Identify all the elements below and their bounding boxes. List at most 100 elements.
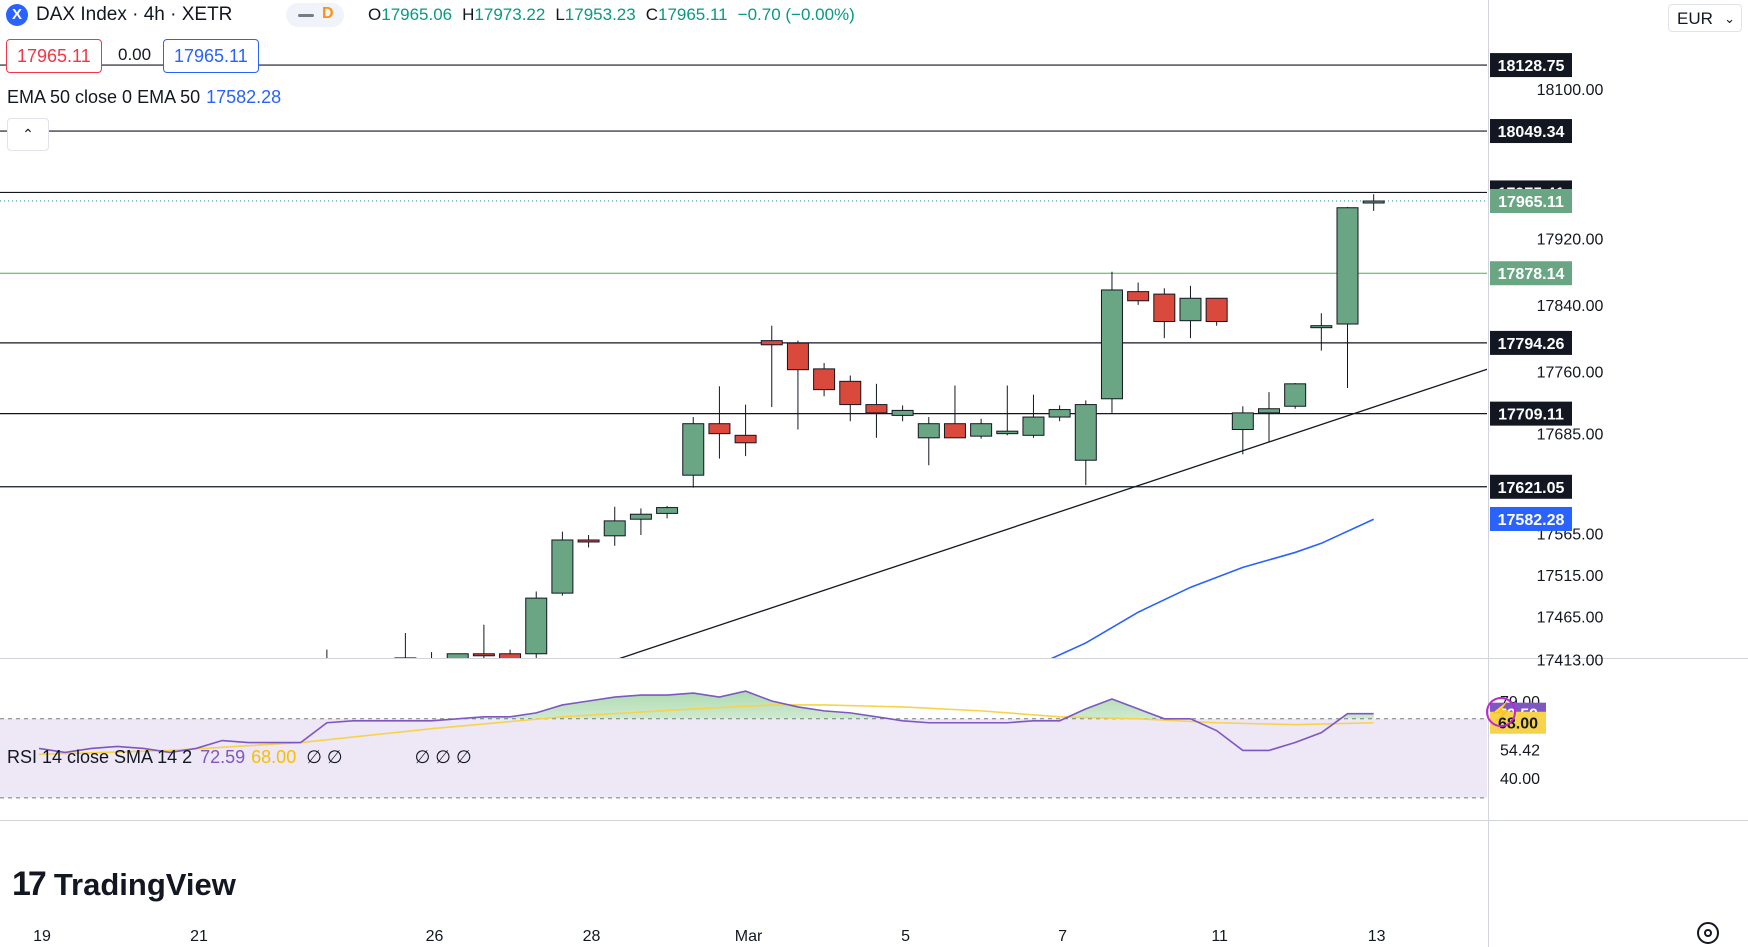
chevron-up-icon: ⌃ — [22, 126, 34, 142]
candle-up — [629, 508, 652, 535]
main-pane — [0, 64, 1487, 661]
rsi-null-values-a: ∅ ∅ — [306, 747, 343, 767]
time-tick-label: 7 — [1058, 928, 1067, 945]
candle-body — [577, 539, 600, 543]
candle-up — [603, 506, 626, 546]
candle-body — [1127, 291, 1150, 302]
candle-down — [472, 624, 495, 658]
candle-up — [1362, 194, 1385, 211]
change-value: −0.70 (−0.00%) — [737, 5, 855, 24]
candle-down — [326, 649, 328, 658]
chevron-down-icon: ⌄ — [1724, 11, 1735, 26]
candle-body — [1153, 293, 1176, 323]
candle-body — [1310, 325, 1333, 329]
candle-up — [551, 531, 574, 596]
price-badge-label: 17709.11 — [1498, 407, 1564, 424]
rsi-value: 72.59 — [200, 747, 246, 767]
price-tick-label: 18100.00 — [1537, 82, 1604, 99]
candle-up — [394, 633, 417, 658]
price-badge-label: 17582.28 — [1498, 512, 1565, 529]
candle-up — [1336, 206, 1359, 388]
price-badge-label: 17965.11 — [1498, 194, 1564, 211]
candle-body — [813, 368, 836, 391]
high-value: 17973.22 — [474, 5, 546, 24]
candle-body — [1257, 408, 1280, 414]
candle-body — [1284, 383, 1307, 407]
price-tick-label: 17465.00 — [1537, 609, 1604, 626]
high-key: H — [462, 5, 475, 24]
candle-body — [996, 430, 1019, 435]
price-badge-label: 18049.34 — [1498, 124, 1565, 141]
price-tick-label: 17920.00 — [1537, 231, 1604, 248]
candle-up — [656, 505, 679, 519]
rsi-band — [0, 718, 1487, 798]
candle-up — [1048, 405, 1071, 422]
candle-body — [1205, 297, 1228, 323]
rsi-legend[interactable]: RSI 14 close SMA 14 2 72.59 68.00 ∅ ∅ ∅ ∅ ∅ — [7, 747, 472, 768]
settings-icon[interactable] — [1697, 922, 1719, 944]
price-badge-label: 17794.26 — [1498, 336, 1565, 353]
time-tick-label: 21 — [190, 928, 208, 945]
rsi-sma-line — [38, 704, 1374, 756]
candle-down — [1205, 297, 1228, 326]
price-badge-label: 18128.75 — [1498, 58, 1565, 75]
candle-body — [1231, 412, 1254, 431]
low-value: 17953.23 — [564, 5, 636, 24]
candle-body — [551, 539, 574, 594]
candle-up — [682, 417, 705, 488]
time-tick-label: 28 — [583, 928, 601, 945]
open-key: O — [368, 5, 382, 24]
candle-body — [1074, 404, 1097, 461]
candle-body — [682, 423, 705, 476]
rsi-null-values-b: ∅ ∅ ∅ — [414, 747, 472, 767]
dash-icon — [298, 14, 314, 17]
sell-price-button[interactable]: 17965.11 — [6, 39, 102, 73]
time-tick-label: 11 — [1211, 928, 1228, 945]
buy-price-button[interactable]: 17965.11 — [163, 39, 259, 73]
close-key: C — [645, 5, 658, 24]
candle-body — [943, 423, 966, 439]
candle-down — [813, 363, 836, 397]
candle-body — [421, 659, 442, 661]
candle-body — [525, 597, 548, 655]
time-tick-label: 13 — [1368, 928, 1386, 945]
time-tick-label: 26 — [426, 928, 444, 945]
trendline — [619, 368, 1487, 658]
currency-selector[interactable]: EUR ⌄ — [1668, 4, 1742, 32]
ema-legend[interactable]: EMA 50 close 0 EMA 50 17582.28 — [7, 87, 281, 108]
candle-up — [1074, 400, 1097, 486]
candle-body — [970, 423, 993, 437]
candle-body — [891, 409, 914, 416]
candle-up — [891, 405, 914, 422]
rsi-label: RSI 14 close SMA 14 2 — [7, 747, 193, 767]
price-tick-label: 17760.00 — [1537, 364, 1604, 381]
ema-value: 17582.28 — [206, 87, 282, 107]
candle-body — [394, 657, 417, 658]
time-tick-label: 5 — [901, 928, 910, 945]
time-tick-label: Mar — [735, 928, 763, 945]
collapse-legend-button[interactable]: ⌃ — [7, 118, 49, 151]
candle-body — [865, 404, 888, 414]
lightning-icon[interactable]: ⚡ — [1486, 697, 1516, 727]
interval-pill[interactable]: D — [286, 3, 344, 27]
close-value: 17965.11 — [657, 5, 728, 24]
tradingview-mark: 17 — [12, 865, 47, 903]
candle-down — [499, 649, 522, 658]
price-badge — [1490, 119, 1572, 144]
candle-body — [499, 653, 522, 658]
symbol-title[interactable]: DAX Index · 4h · XETR — [36, 4, 233, 25]
ohlc-legend: O 17965.06 H 17973.22 L 17953.23 C 17965.11 … — [368, 0, 865, 30]
price-badge — [1490, 506, 1572, 531]
candle-body — [1362, 200, 1385, 204]
candle-body — [917, 423, 940, 439]
candle-body — [1336, 207, 1359, 325]
candle-up — [1284, 382, 1307, 409]
candle-up — [996, 385, 1019, 436]
candle-down — [839, 375, 862, 422]
candle-down — [1127, 282, 1150, 305]
candle-body — [734, 434, 757, 444]
candle-up — [1257, 392, 1280, 442]
candle-body — [603, 520, 626, 537]
candle-down — [1153, 288, 1176, 339]
